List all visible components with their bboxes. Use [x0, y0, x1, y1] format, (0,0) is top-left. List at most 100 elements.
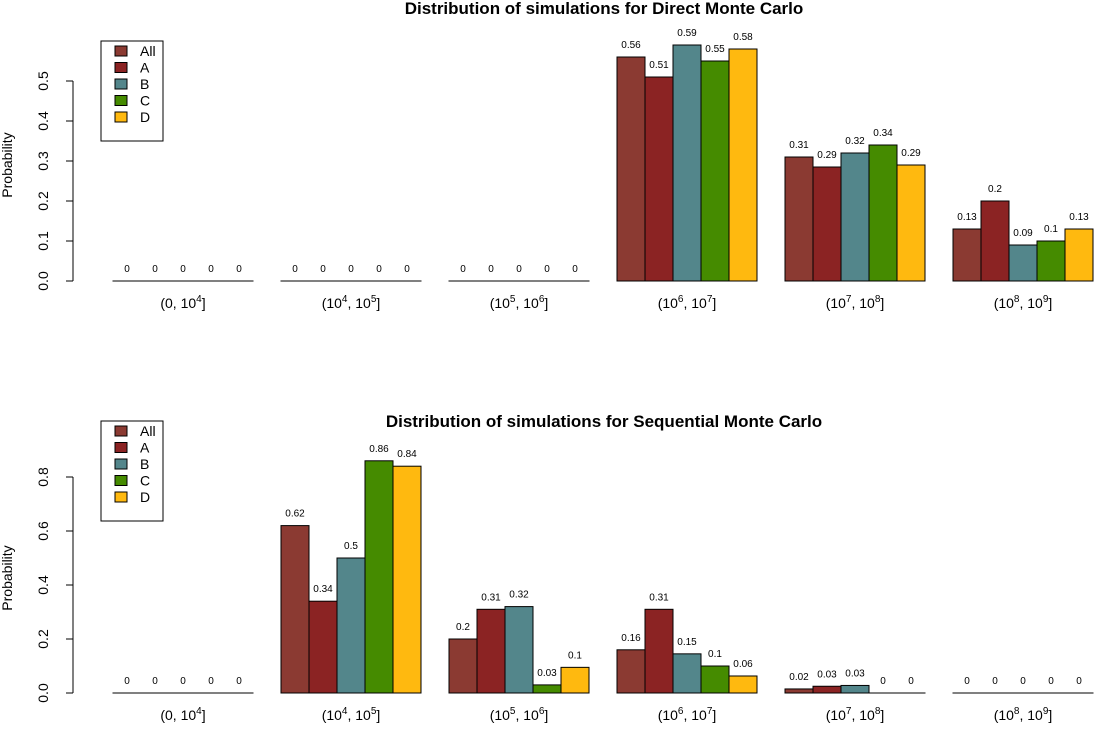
bar-group: 0.02 0.03 0.03 0 0 (107, 108] [784, 668, 926, 723]
data-label: 0.03 [537, 668, 557, 679]
bar-a [812, 166, 842, 282]
legend-label-a: A [140, 60, 150, 76]
bar-group: 0 0 0 0 0 (104, 105] [280, 264, 422, 311]
bar-d [392, 465, 422, 694]
bar-b [840, 684, 870, 694]
data-label: 0 [460, 264, 466, 275]
bar-group: 0.56 0.51 0.59 0.55 0.58 (106, 107] [616, 28, 758, 311]
bar-d [728, 675, 758, 694]
x-category-label: (0, 104] [160, 706, 205, 723]
chart-title: Distribution of simulations for Sequenti… [386, 412, 822, 431]
data-label: 0.31 [649, 592, 669, 603]
data-label: 0.32 [845, 136, 865, 147]
data-label: 0 [320, 264, 326, 275]
legend-label-all: All [140, 43, 156, 59]
bar-b [672, 653, 702, 694]
data-label: 0.55 [705, 44, 725, 55]
data-label: 0.34 [313, 584, 333, 595]
data-label: 0.03 [817, 669, 837, 680]
data-label: 0.5 [344, 541, 358, 552]
legend-swatch-d [114, 111, 128, 123]
bar-group: 0.62 0.34 0.5 0.86 0.84 (104, 105] [280, 444, 422, 723]
bar-all [616, 56, 646, 282]
bar-all [280, 525, 310, 694]
bar-b [1008, 244, 1038, 282]
data-label: 0 [404, 264, 410, 275]
data-label: 0.1 [568, 650, 582, 661]
x-category-label: (107, 108] [826, 706, 885, 723]
legend-swatch-c [114, 475, 128, 486]
bar-c [700, 665, 730, 694]
legend-label-all: All [140, 423, 156, 439]
bar-b [336, 557, 366, 694]
data-label: 0.1 [1044, 224, 1058, 235]
bar-group: 0.16 0.31 0.15 0.1 0.06 (106, 107] [616, 592, 758, 723]
data-label: 0.1 [708, 649, 722, 660]
bar-a [476, 608, 506, 694]
x-category-label: (105, 106] [490, 294, 549, 311]
bar-b [672, 44, 702, 282]
bar-d [1064, 228, 1094, 282]
chart-title: Distribution of simulations for Direct M… [405, 0, 804, 18]
bar-group: 0.31 0.29 0.32 0.34 0.29 (107, 108] [784, 128, 926, 311]
bar-a [644, 608, 674, 694]
bar-group: 0 0 0 0 0 (108, 109] [952, 676, 1094, 723]
legend-label-c: C [140, 473, 150, 489]
legend-swatch-b [114, 78, 128, 90]
data-label: 0 [208, 676, 214, 687]
data-label: 0.84 [397, 449, 417, 460]
legend-label-b: B [140, 76, 149, 92]
y-axis-label: Probability [0, 132, 15, 197]
legend-swatch-a [114, 442, 128, 453]
x-category-label: (106, 107] [658, 294, 717, 311]
bar-a [644, 76, 674, 282]
data-label: 0 [488, 264, 494, 275]
data-label: 0 [292, 264, 298, 275]
x-category-label: (107, 108] [826, 294, 885, 311]
data-label: 0.2 [988, 184, 1002, 195]
data-label: 0 [236, 264, 242, 275]
data-label: 0 [1048, 676, 1054, 687]
data-label: 0 [208, 264, 214, 275]
data-label: 0.59 [677, 28, 697, 39]
x-category-label: (106, 107] [658, 706, 717, 723]
direct-monte-carlo-chart: Distribution of simulations for Direct M… [0, 0, 1094, 311]
legend-swatch-a [114, 62, 128, 73]
data-label: 0.13 [1069, 212, 1089, 223]
data-label: 0 [572, 264, 578, 275]
x-category-label: (0, 104] [160, 294, 205, 311]
bar-b [840, 152, 870, 282]
data-label: 0.51 [649, 60, 669, 71]
data-label: 0 [124, 264, 130, 275]
data-label: 0.62 [285, 509, 305, 520]
data-label: 0 [124, 676, 130, 687]
data-label: 0 [152, 676, 158, 687]
bar-d [728, 48, 758, 282]
y-tick-label: 0.8 [35, 467, 51, 487]
y-tick-label: 0.0 [35, 683, 51, 703]
data-label: 0.58 [733, 32, 753, 43]
data-label: 0.15 [677, 637, 697, 648]
data-label: 0.03 [845, 668, 865, 679]
data-label: 0 [992, 676, 998, 687]
y-axis-label: Probability [0, 545, 15, 610]
data-label: 0 [348, 264, 354, 275]
data-label: 0 [152, 264, 158, 275]
legend-swatch-all [114, 425, 128, 437]
y-tick-label: 0.4 [35, 575, 51, 595]
y-tick-label: 0.5 [35, 71, 51, 91]
data-label: 0.32 [509, 590, 529, 601]
y-tick-label: 0.3 [35, 151, 51, 171]
bar-all [784, 156, 814, 282]
bar-a [308, 600, 338, 694]
bar-c [868, 144, 898, 282]
legend-label-a: A [140, 440, 150, 456]
sequential-monte-carlo-chart: Distribution of simulations for Sequenti… [0, 412, 1094, 723]
data-label: 0.31 [789, 140, 809, 151]
bar-d [896, 164, 926, 282]
bar-group: 0 0 0 0 0 (0, 104] [112, 676, 254, 723]
data-label: 0 [1076, 676, 1082, 687]
bar-c [1036, 240, 1066, 282]
y-tick-label: 0.4 [35, 111, 51, 131]
